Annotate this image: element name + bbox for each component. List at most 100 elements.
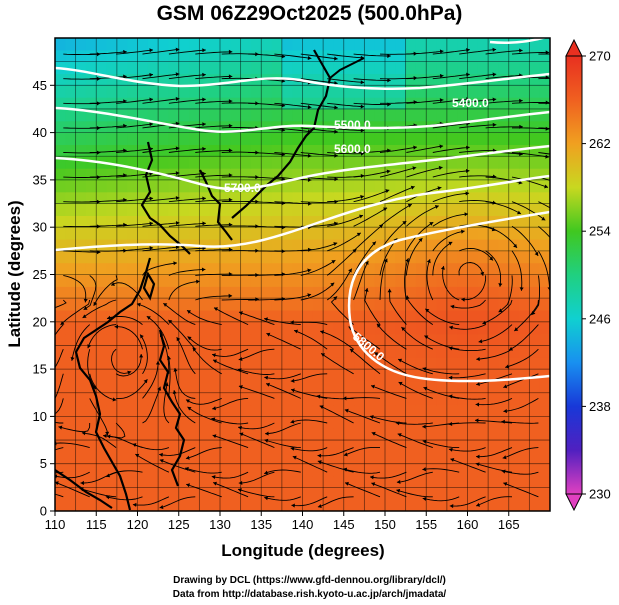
field-cell xyxy=(519,369,530,382)
field-cell xyxy=(209,61,221,75)
coast-borneo xyxy=(55,469,113,509)
streamline-arrow xyxy=(330,282,335,287)
streamline-arrow xyxy=(92,385,96,390)
field-cell xyxy=(292,310,304,323)
field-cell xyxy=(519,85,530,98)
field-cell xyxy=(127,61,139,75)
streamline xyxy=(116,247,154,252)
field-cell xyxy=(436,345,448,358)
field-cell xyxy=(250,85,262,98)
field-cell xyxy=(127,203,139,216)
field-cell xyxy=(436,404,448,417)
field-cell xyxy=(137,179,149,193)
field-cell xyxy=(364,310,376,323)
field-cell xyxy=(189,215,200,228)
field-cell xyxy=(116,274,128,287)
field-cell xyxy=(96,168,108,181)
field-cell xyxy=(261,250,273,264)
field-cell xyxy=(457,463,469,477)
streamline xyxy=(195,51,233,55)
field-cell xyxy=(385,73,396,86)
streamline-arrow xyxy=(132,443,137,447)
field-cell xyxy=(96,85,108,98)
field-cell xyxy=(374,227,386,240)
streamline-arrow xyxy=(228,173,233,178)
field-cell xyxy=(426,250,438,264)
streamline xyxy=(238,385,275,399)
streamline xyxy=(142,98,180,104)
field-cell xyxy=(405,475,417,488)
field-cell xyxy=(385,333,396,346)
field-cell xyxy=(106,191,118,205)
streamline xyxy=(482,299,513,325)
streamline-arrow xyxy=(509,346,513,351)
field-cell xyxy=(271,428,283,441)
field-cell xyxy=(158,369,169,382)
field-cell xyxy=(508,132,520,145)
streamline xyxy=(511,152,549,158)
field-cell xyxy=(199,38,211,51)
field-cell xyxy=(467,440,479,453)
field-cell xyxy=(189,369,200,382)
streamline xyxy=(81,432,117,448)
field-cell xyxy=(519,203,530,216)
y-tick-label: 5 xyxy=(40,456,47,471)
field-cell xyxy=(343,369,355,382)
streamline-arrow xyxy=(545,154,549,159)
field-cell xyxy=(333,404,345,417)
colorbar-tick-label: 270 xyxy=(589,49,611,64)
field-cell xyxy=(415,333,427,346)
field-cell xyxy=(529,108,541,122)
field-cell xyxy=(158,416,169,429)
field-cell xyxy=(436,487,448,500)
field-cell xyxy=(271,392,283,406)
field-cell xyxy=(127,333,139,346)
streamline xyxy=(173,390,196,424)
field-cell xyxy=(312,73,324,86)
field-cell xyxy=(137,73,149,86)
field-cell xyxy=(426,49,438,63)
field-cell xyxy=(168,416,180,429)
field-cell xyxy=(529,262,541,276)
field-cell xyxy=(364,132,376,145)
field-cell xyxy=(415,310,427,323)
streamline-arrow xyxy=(334,153,338,158)
field-cell xyxy=(457,191,469,205)
streamline-arrow xyxy=(292,455,297,460)
field-cell xyxy=(168,132,180,145)
field-cell xyxy=(374,85,386,98)
field-cell xyxy=(147,49,159,63)
field-cell xyxy=(147,179,159,193)
field-cell xyxy=(116,416,128,429)
streamline xyxy=(291,496,328,507)
field-cell xyxy=(220,321,231,335)
field-cell xyxy=(539,475,550,488)
field-cell xyxy=(477,120,489,134)
field-cell xyxy=(55,97,66,110)
field-cell xyxy=(467,298,479,311)
streamline-arrow xyxy=(434,205,439,209)
field-cell xyxy=(168,392,180,406)
field-cell xyxy=(127,168,139,181)
field-cell xyxy=(436,250,448,264)
field-cell xyxy=(240,487,252,500)
streamline xyxy=(449,324,486,330)
field-cell xyxy=(415,321,427,335)
field-cell xyxy=(446,239,458,252)
field-cell xyxy=(261,487,273,500)
field-cell xyxy=(199,404,211,417)
field-cell xyxy=(529,440,541,453)
field-cell xyxy=(209,168,221,181)
field-cell xyxy=(96,38,108,51)
streamline xyxy=(168,148,206,153)
field-cell xyxy=(519,274,530,287)
streamline xyxy=(485,126,523,129)
streamline xyxy=(237,368,275,375)
streamline xyxy=(538,176,550,181)
field-cell xyxy=(55,144,66,157)
streamline xyxy=(448,373,486,379)
field-cell xyxy=(488,108,499,122)
field-cell xyxy=(178,73,190,86)
streamline xyxy=(326,268,353,301)
field-cell xyxy=(498,250,510,264)
